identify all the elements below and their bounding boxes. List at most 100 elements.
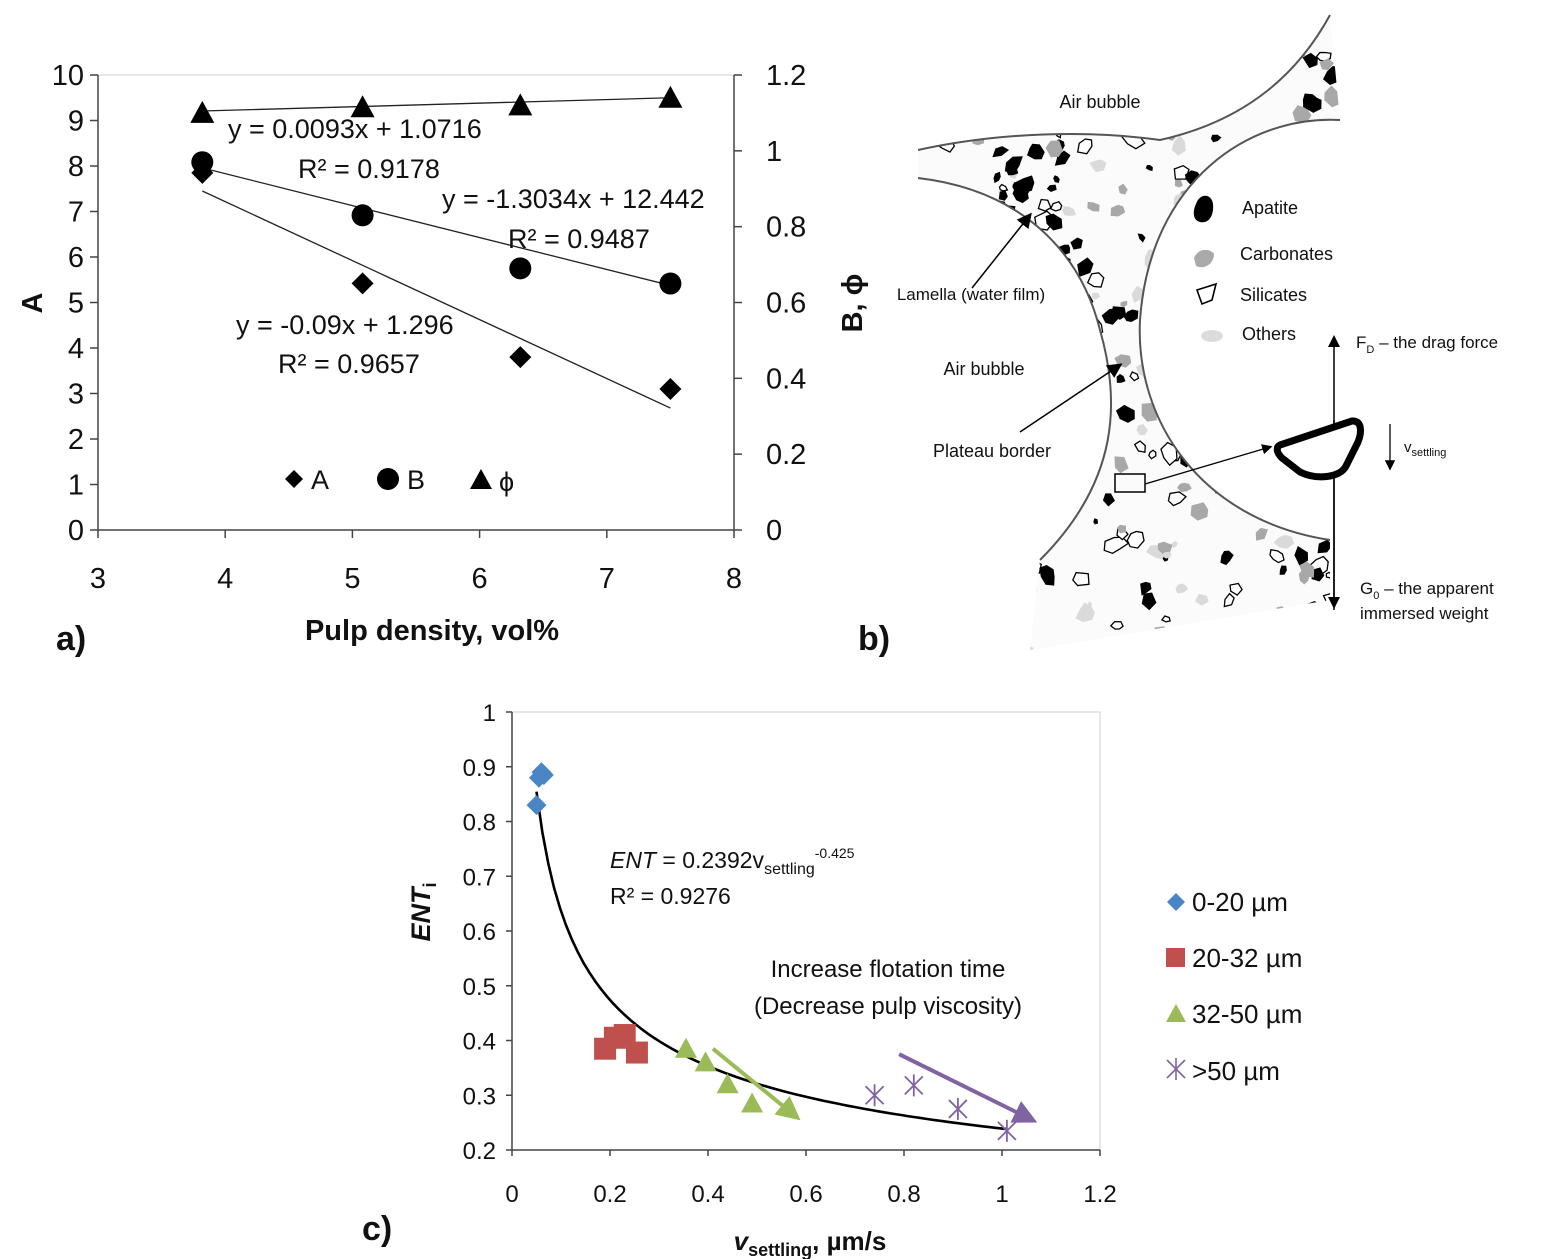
apatite-particle — [1144, 639, 1158, 650]
other-particle — [981, 50, 991, 58]
apatite-particle — [968, 340, 977, 353]
chart-c-y-tick-label: 0.2 — [463, 1138, 496, 1165]
apatite-particle — [1216, 442, 1229, 453]
silicate-particle — [1242, 175, 1256, 190]
apatite-particle — [1243, 222, 1258, 233]
legend-over-50-label: >50 µm — [1192, 1056, 1280, 1086]
apatite-particle — [1027, 143, 1045, 160]
carbonate-particle — [925, 622, 944, 643]
lamella-pointer-arrow — [971, 212, 1032, 289]
chart-a-trendline-diamond — [202, 190, 671, 409]
carbonate-particle — [1238, 157, 1258, 174]
silicate-particle — [1311, 203, 1335, 224]
other-particle — [1184, 80, 1200, 95]
carbonate-particle — [1290, 315, 1300, 324]
chart-a-y-tick-label: 10 — [52, 60, 84, 92]
apatite-particle — [1053, 175, 1060, 183]
apatite-particle — [1137, 233, 1146, 243]
apatite-particle — [1213, 442, 1222, 451]
apatite-particle — [1267, 29, 1288, 47]
carbonate-particle — [918, 377, 919, 386]
apatite-particle — [918, 193, 928, 212]
apatite-particle — [1331, 129, 1338, 136]
chart-a-y2-tick-label: 0.4 — [766, 363, 806, 395]
silicate-particle — [1213, 243, 1222, 251]
apatite-particle — [981, 590, 1000, 602]
chart-a-y2-tick-label: 0.6 — [766, 288, 806, 320]
silicate-particle — [1049, 201, 1063, 212]
legend-a-diamond-marker — [285, 470, 303, 488]
apatite-particle — [1053, 32, 1064, 41]
apatite-particle — [1302, 95, 1322, 113]
chart-c-x-tick-label: 0.6 — [789, 1181, 822, 1208]
apatite-particle — [918, 473, 929, 483]
carbonate-particle — [1226, 252, 1234, 264]
silicate-particle — [947, 627, 962, 641]
silicate-particle — [1129, 371, 1140, 382]
carbonate-particle — [1045, 140, 1063, 158]
apatite-particle — [1101, 308, 1120, 325]
apatite-particle — [954, 130, 966, 143]
carbonate-particle — [1160, 70, 1169, 82]
legend-20-32-marker — [1166, 948, 1185, 967]
silicate-particle — [1007, 82, 1027, 100]
apatite-particle — [1190, 239, 1201, 251]
chart-a-trend-r2-b: R² = 0.9487 — [508, 224, 650, 254]
apatite-particle — [1220, 550, 1234, 566]
other-particle — [1175, 583, 1189, 594]
other-particle — [1087, 601, 1092, 608]
chart-c-annotation-line1: Increase flotation time — [771, 956, 1006, 983]
apatite-particle — [1004, 156, 1023, 175]
chart-c-point-over-50 — [864, 1084, 885, 1107]
silicate-particle — [1072, 36, 1081, 47]
chart-c-x-tick-label: 1 — [995, 1181, 1008, 1208]
silicate-particle — [1229, 251, 1240, 263]
silicate-particle — [1165, 234, 1190, 250]
silicate-particle — [1229, 582, 1243, 596]
apatite-particle — [979, 543, 986, 555]
other-particle — [1180, 405, 1188, 415]
apatite-particle — [976, 569, 990, 586]
chart-c-y-tick-label: 0.7 — [463, 864, 496, 891]
chart-a-y-tick-label: 7 — [68, 197, 84, 229]
chart-c-y-tick-label: 0.3 — [463, 1083, 496, 1110]
silicate-particle — [1307, 183, 1327, 201]
plateau-border-pointer-arrow — [1019, 363, 1123, 433]
apatite-particle — [1133, 16, 1147, 35]
silicate-particle — [1209, 177, 1227, 196]
carbonate-particle — [1110, 204, 1126, 217]
apatite-particle — [1311, 567, 1325, 582]
chart-a-x-tick-label: 7 — [599, 563, 615, 595]
chart-c-y-tick-label: 1 — [483, 700, 496, 727]
carbonate-particle — [1114, 456, 1129, 474]
silicate-particle — [954, 104, 967, 120]
apatite-particle — [1115, 404, 1135, 423]
chart-a-point-a — [509, 346, 532, 369]
silicate-particle — [983, 406, 999, 419]
silicate-particle — [1232, 68, 1241, 78]
silicate-particle — [1295, 153, 1309, 166]
legend-over-50-marker — [1166, 1058, 1186, 1080]
silicate-particle — [902, 526, 908, 533]
chart-a-y-tick-label: 6 — [68, 242, 84, 274]
apatite-particle — [1266, 59, 1272, 64]
silicate-particle — [949, 637, 956, 644]
other-particle — [1060, 117, 1071, 131]
apatite-particle — [1304, 353, 1315, 364]
apatite-particle — [1140, 581, 1152, 596]
chart-c-fit-equation: ENT = 0.2392vsettling-0.425 — [610, 845, 855, 878]
silicate-particle — [1274, 407, 1294, 424]
carbonate-particle — [1077, 122, 1089, 131]
apatite-particle — [923, 516, 937, 532]
apatite-particle — [1079, 343, 1086, 350]
chart-c-legend: 0-20 µm 20-32 µm 32-50 µm >50 µm — [1166, 887, 1302, 1086]
chart-a-x-axis-title: Pulp density, vol% — [305, 615, 559, 647]
legend-32-50-marker — [1166, 1004, 1186, 1022]
chart-c-x-tick-label: 0.2 — [593, 1181, 626, 1208]
chart-a-y-tick-label: 3 — [68, 379, 84, 411]
silicate-particle — [1269, 548, 1285, 564]
silicate-particle — [937, 480, 955, 498]
carbonate-particle — [1085, 345, 1094, 355]
apatite-particle — [1324, 269, 1339, 280]
